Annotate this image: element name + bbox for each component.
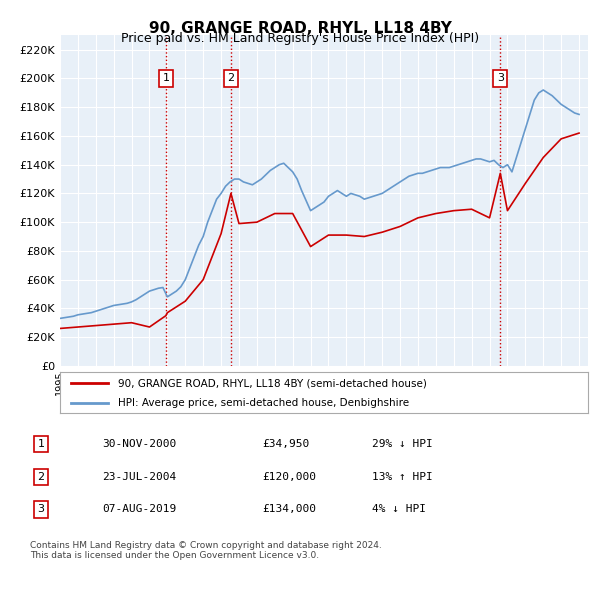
Text: Price paid vs. HM Land Registry's House Price Index (HPI): Price paid vs. HM Land Registry's House … [121, 32, 479, 45]
Text: 07-AUG-2019: 07-AUG-2019 [102, 504, 176, 514]
Text: 1: 1 [38, 439, 44, 449]
Text: 23-JUL-2004: 23-JUL-2004 [102, 472, 176, 482]
Text: £134,000: £134,000 [262, 504, 316, 514]
Text: 29% ↓ HPI: 29% ↓ HPI [372, 439, 433, 449]
Text: 2: 2 [37, 472, 44, 482]
Text: 90, GRANGE ROAD, RHYL, LL18 4BY (semi-detached house): 90, GRANGE ROAD, RHYL, LL18 4BY (semi-de… [118, 378, 427, 388]
Text: 13% ↑ HPI: 13% ↑ HPI [372, 472, 433, 482]
Text: £120,000: £120,000 [262, 472, 316, 482]
Text: HPI: Average price, semi-detached house, Denbighshire: HPI: Average price, semi-detached house,… [118, 398, 409, 408]
Text: 4% ↓ HPI: 4% ↓ HPI [372, 504, 426, 514]
Text: Contains HM Land Registry data © Crown copyright and database right 2024.
This d: Contains HM Land Registry data © Crown c… [30, 541, 382, 560]
Text: £34,950: £34,950 [262, 439, 309, 449]
Text: 3: 3 [497, 73, 504, 83]
Text: 30-NOV-2000: 30-NOV-2000 [102, 439, 176, 449]
Text: 1: 1 [163, 73, 169, 83]
Text: 3: 3 [38, 504, 44, 514]
Text: 2: 2 [227, 73, 235, 83]
Text: 90, GRANGE ROAD, RHYL, LL18 4BY: 90, GRANGE ROAD, RHYL, LL18 4BY [149, 21, 451, 35]
